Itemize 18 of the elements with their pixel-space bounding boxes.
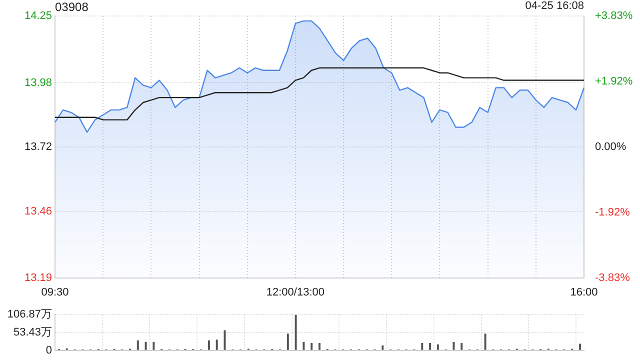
y2-tick-label: -1.92% [595,206,630,219]
x-tick-label: 09:30 [41,286,69,299]
y-tick-label: 106.87万 [7,308,52,321]
y-tick-label: 0 [46,344,52,356]
y2-tick-label: +1.92% [595,75,633,88]
y-tick-label: 13.46 [24,205,52,218]
x-tick-label: 12:00/13:00 [266,286,325,299]
y2-tick-label: 0.00% [595,141,626,154]
y-tick-label: 13.19 [24,272,52,284]
y-tick-label: 13.98 [24,76,52,89]
x-tick-label: 16:00 [570,286,598,299]
y-tick-label: 14.25 [24,10,52,22]
y2-tick-label: +3.83% [595,10,633,22]
chart-title: 03908 [55,0,88,14]
y-tick-label: 13.72 [24,141,52,154]
y2-tick-label: -3.83% [595,272,630,284]
y-tick-label: 53.43万 [13,326,52,339]
text: 04-25 16:08 [525,0,584,12]
